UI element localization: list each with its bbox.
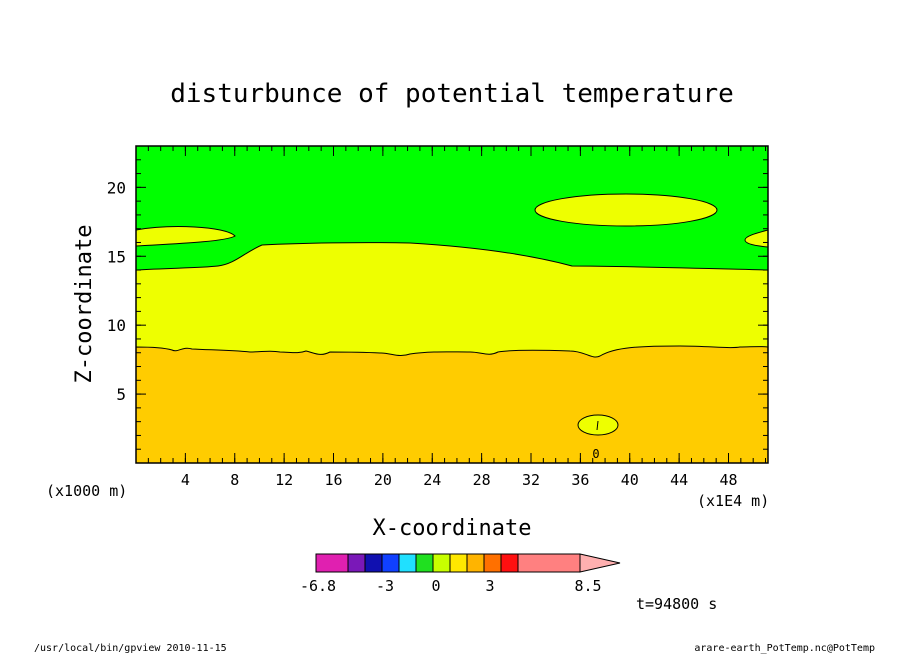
x-tick-label: 8 <box>230 471 239 489</box>
colorbar-swatch <box>500 553 519 573</box>
colorbar-swatch <box>398 553 417 573</box>
plot-frame <box>135 145 769 464</box>
x-unit-right: (x1E4 m) <box>697 492 769 510</box>
x-tick-label: 12 <box>275 471 293 489</box>
colorbar-swatch <box>432 553 451 573</box>
x-tick-label: 44 <box>670 471 688 489</box>
footer-left: /usr/local/bin/gpview 2010-11-15 <box>34 643 227 654</box>
colorbar-extend-arrow <box>579 553 621 573</box>
chart-title: disturbunce of potential temperature <box>170 79 734 109</box>
x-unit-left: (x1000 m) <box>46 482 127 500</box>
y-tick-label: 20 <box>107 178 126 197</box>
contour-zero-label: 0 <box>592 447 599 461</box>
region-upper-island <box>534 193 718 227</box>
colorbar-swatch <box>483 553 502 573</box>
x-axis-label: X-coordinate <box>373 516 532 541</box>
colorbar-swatch <box>381 553 400 573</box>
footer-right: arare-earth_PotTemp.nc@PotTemp <box>694 643 875 654</box>
region-upper-left-patch <box>136 226 236 247</box>
colorbar-tick-label: -6.8 <box>300 577 336 595</box>
x-tick-label: 20 <box>374 471 392 489</box>
colorbar-tick-label: 3 <box>485 577 494 595</box>
colorbar: -6.8 -3 0 3 8.5 <box>300 553 621 595</box>
colorbar-swatch <box>347 553 366 573</box>
y-tick-label: 5 <box>116 385 126 404</box>
x-tick-label: 28 <box>473 471 491 489</box>
region-lower <box>136 345 768 463</box>
colorbar-swatch <box>517 553 581 573</box>
x-tick-label: 36 <box>571 471 589 489</box>
time-label: t=94800 s <box>636 595 717 613</box>
colorbar-swatch <box>364 553 383 573</box>
colorbar-swatch <box>415 553 434 573</box>
colorbar-tick-label: 8.5 <box>574 577 601 595</box>
y-tick-label: 15 <box>107 247 126 266</box>
colorbar-tick-label: 0 <box>431 577 440 595</box>
colorbar-swatch <box>466 553 485 573</box>
x-tick-label: 16 <box>324 471 342 489</box>
x-tick-label: 48 <box>719 471 737 489</box>
colorbar-swatch <box>315 553 349 573</box>
region-upper-right-patch <box>744 229 768 248</box>
x-tick-label: 32 <box>522 471 540 489</box>
y-tick-label: 10 <box>107 316 126 335</box>
x-tick-label: 40 <box>621 471 639 489</box>
colorbar-swatch <box>449 553 468 573</box>
colorbar-tick-label: -3 <box>376 577 394 595</box>
y-axis-label: Z-coordinate <box>72 225 97 384</box>
contour-marker <box>596 420 599 431</box>
x-tick-label: 24 <box>423 471 441 489</box>
x-tick-label: 4 <box>181 471 190 489</box>
